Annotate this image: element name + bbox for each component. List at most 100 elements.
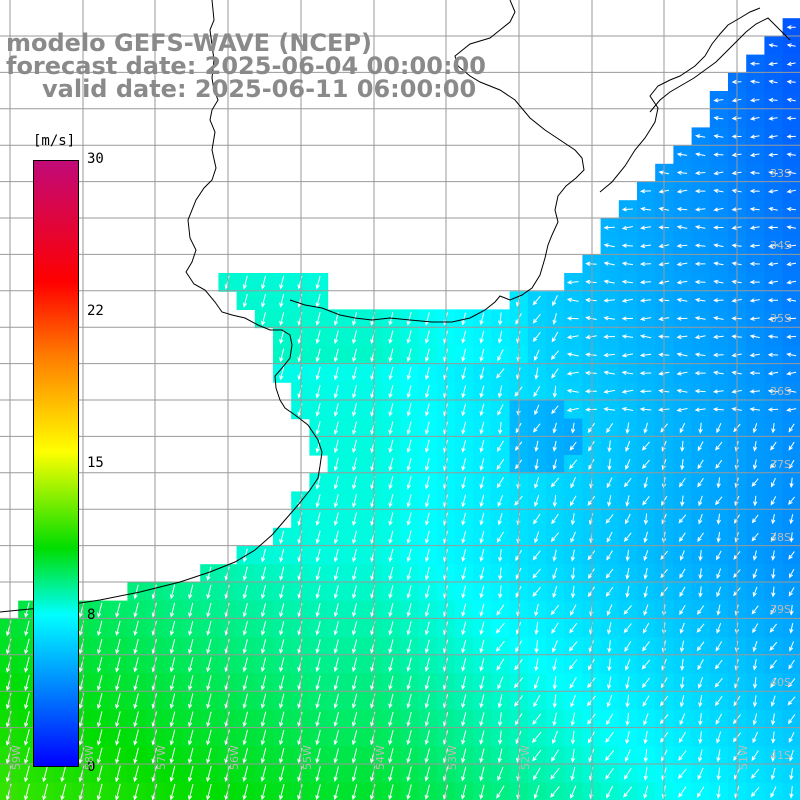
- wind-arrow: [533, 513, 541, 525]
- wind-arrow: [534, 404, 540, 416]
- wind-arrow: [749, 370, 761, 376]
- wind-arrow: [24, 674, 30, 692]
- wind-arrow: [603, 370, 615, 375]
- wind-arrow: [169, 693, 176, 710]
- wind-arrow: [242, 275, 248, 290]
- wind-arrow: [532, 295, 541, 306]
- wind-arrow: [716, 731, 722, 744]
- wind-arrow: [533, 767, 541, 781]
- wind-arrow: [461, 330, 467, 344]
- wind-arrow: [279, 621, 285, 636]
- lagoon-coast: [649, 17, 791, 113]
- wind-arrow: [676, 152, 688, 157]
- wind-arrow: [749, 389, 761, 394]
- wind-arrow: [752, 423, 758, 434]
- wind-arrow: [752, 568, 758, 579]
- wind-arrow: [534, 531, 540, 544]
- wind-arrow: [479, 567, 485, 581]
- wind-arrow: [479, 367, 485, 380]
- wind-arrow: [552, 459, 557, 471]
- wind-arrow: [786, 297, 797, 303]
- wind-arrow: [625, 567, 630, 580]
- wind-arrow: [497, 766, 504, 781]
- wind-arrow: [461, 603, 467, 617]
- wind-arrow: [749, 316, 760, 321]
- wind-arrow: [679, 640, 685, 653]
- wind-arrow: [640, 206, 651, 212]
- wind-arrow: [406, 403, 412, 417]
- wind-arrow: [603, 316, 615, 321]
- wind-arrow: [279, 530, 285, 545]
- wind-arrow: [770, 677, 777, 689]
- wind-arrow: [676, 261, 688, 267]
- wind-arrow: [786, 170, 796, 175]
- wind-arrow: [788, 459, 795, 470]
- wind-arrow: [534, 349, 540, 362]
- wind-arrow: [315, 421, 321, 436]
- wind-arrow: [279, 275, 285, 290]
- wind-arrow: [461, 367, 467, 381]
- wind-arrow: [260, 639, 267, 655]
- wind-arrow: [206, 729, 212, 746]
- wind-arrow: [605, 568, 614, 579]
- wind-arrow: [551, 405, 559, 415]
- wind-arrow: [643, 586, 648, 598]
- wind-arrow: [714, 659, 723, 670]
- wind-arrow: [333, 766, 339, 782]
- wind-arrow: [388, 585, 394, 599]
- wind-arrow: [786, 280, 797, 285]
- wind-arrow: [788, 568, 795, 579]
- wind-arrow: [188, 693, 194, 710]
- wind-arrow: [406, 639, 412, 654]
- wind-arrow: [315, 275, 321, 290]
- lat-label-36s: 36S: [770, 385, 791, 398]
- wind-arrow: [260, 784, 267, 800]
- wind-arrow: [388, 512, 394, 527]
- wind-arrow: [97, 620, 103, 637]
- wind-arrow: [388, 385, 394, 399]
- wind-arrow: [603, 261, 615, 266]
- wind-arrow: [406, 603, 412, 618]
- wind-arrow: [570, 585, 576, 599]
- wind-arrow: [789, 622, 794, 634]
- wind-arrow: [751, 750, 759, 762]
- wind-arrow: [388, 693, 394, 709]
- wind-arrow: [424, 748, 430, 764]
- wind-arrow: [786, 316, 797, 321]
- wind-arrow: [388, 657, 394, 672]
- wind-arrow: [24, 620, 30, 637]
- wind-arrow: [715, 713, 723, 725]
- wind-arrow: [279, 584, 285, 600]
- wind-arrow: [623, 767, 632, 780]
- wind-arrow: [603, 279, 615, 284]
- wind-arrow: [606, 477, 613, 489]
- wind-arrow: [406, 730, 412, 746]
- wind-arrow: [352, 475, 357, 490]
- wind-arrow: [639, 389, 652, 394]
- wind-arrow: [206, 620, 212, 636]
- wind-arrow: [352, 603, 357, 618]
- wind-arrow: [716, 513, 721, 525]
- wind-arrow: [279, 657, 285, 673]
- wind-arrow: [406, 548, 412, 563]
- wind-arrow: [24, 638, 30, 655]
- lat-label-35s: 35S: [770, 312, 791, 325]
- wind-arrow: [749, 152, 760, 157]
- wind-arrow: [188, 711, 194, 728]
- wind-arrow: [388, 475, 394, 490]
- wind-arrow: [752, 695, 758, 708]
- wind-arrow: [388, 603, 394, 618]
- wind-arrow: [569, 676, 577, 689]
- wind-arrow: [696, 605, 705, 615]
- wind-arrow: [352, 330, 357, 345]
- wind-arrow: [352, 585, 357, 599]
- wind-arrow: [642, 641, 650, 652]
- wind-arrow: [712, 389, 724, 394]
- wind-arrow: [768, 134, 778, 139]
- wind-arrow: [695, 152, 706, 157]
- wind-arrow: [97, 638, 103, 655]
- wind-arrow: [607, 658, 612, 672]
- wind-arrow: [479, 712, 485, 727]
- wind-arrow: [716, 550, 722, 561]
